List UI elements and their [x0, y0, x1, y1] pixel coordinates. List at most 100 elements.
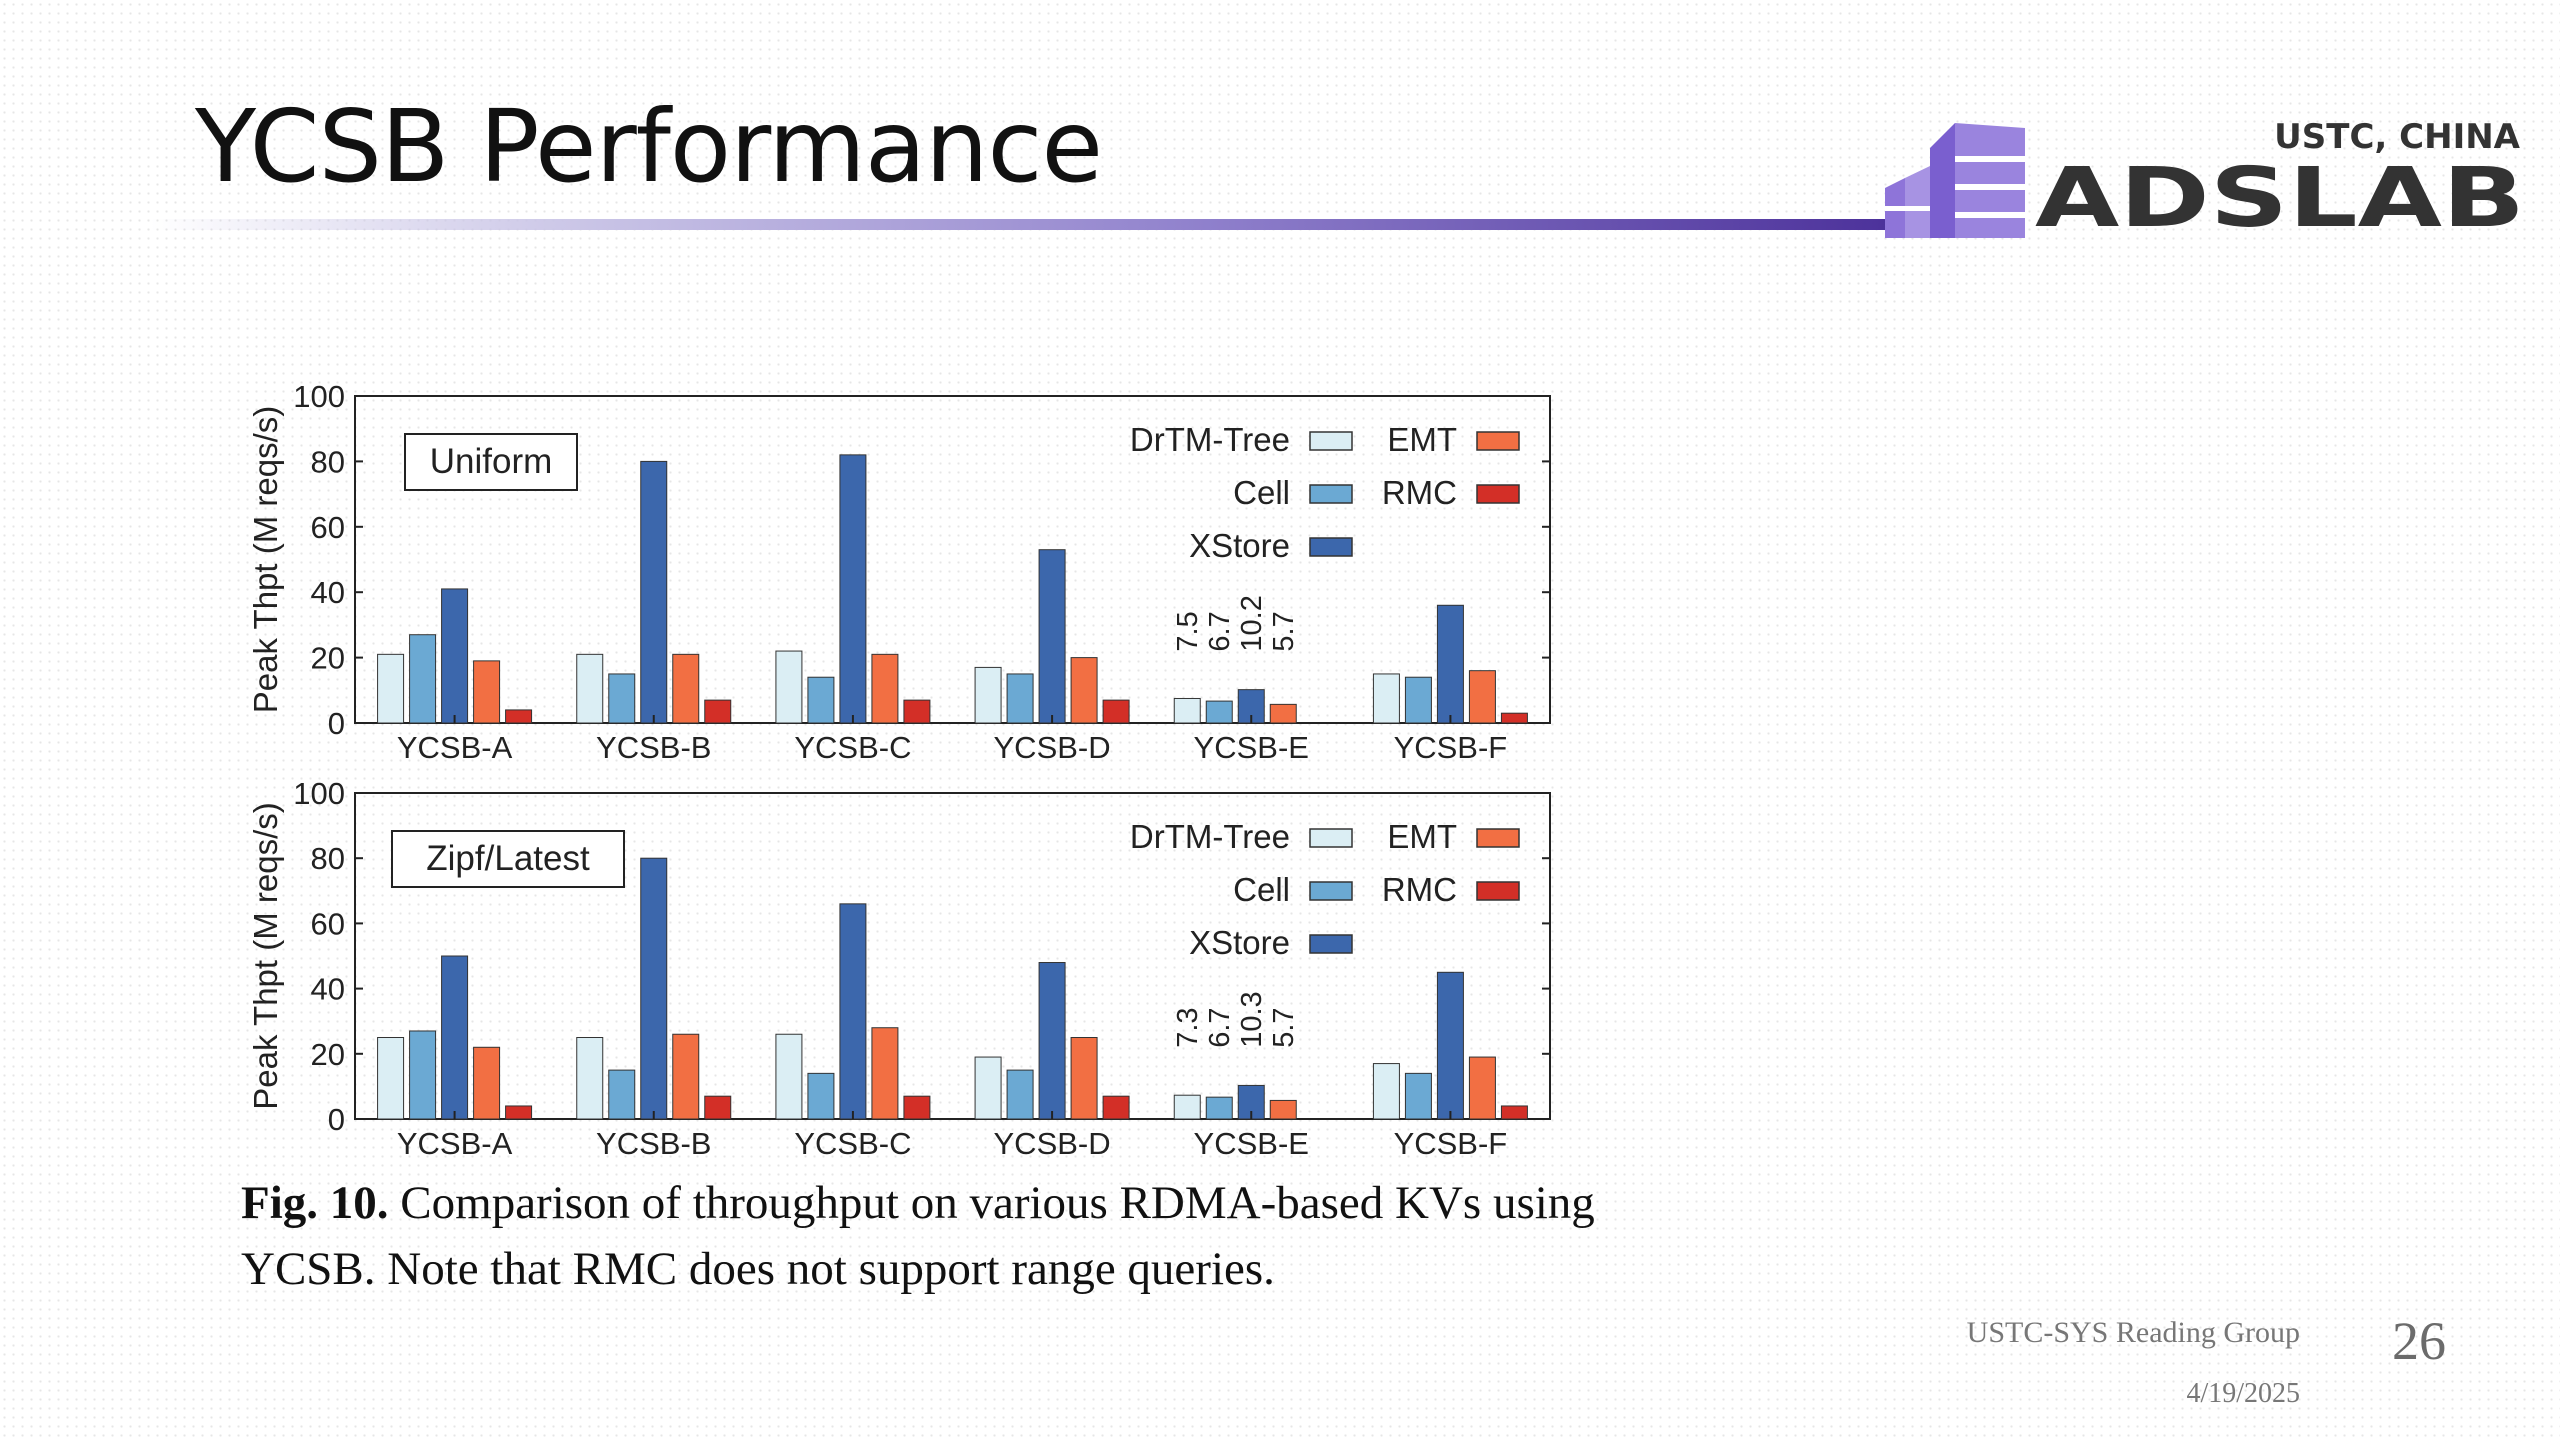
- legend-label: RMC: [1382, 474, 1457, 511]
- bar: [974, 666, 1002, 724]
- bar: [1468, 1056, 1496, 1120]
- y-tick-label: 80: [311, 841, 345, 876]
- plot-frame: [354, 395, 1551, 724]
- panel-label: Uniform: [430, 442, 553, 481]
- data-label: 7.5: [1172, 611, 1204, 651]
- data-label: 10.2: [1236, 595, 1268, 651]
- y-tick-label: 80: [311, 444, 345, 479]
- bar: [409, 634, 437, 724]
- footer-date: 4/19/2025: [2186, 1378, 2300, 1409]
- bar: [839, 903, 867, 1120]
- y-tick-label: 40: [311, 972, 345, 1007]
- bar: [871, 653, 899, 724]
- legend-swatch: [1309, 484, 1353, 504]
- bar: [1070, 657, 1098, 724]
- legend-label: Cell: [1233, 474, 1290, 511]
- bar: [807, 676, 835, 724]
- bar: [1173, 697, 1201, 724]
- y-tick-label: 0: [328, 1102, 345, 1137]
- data-label: 7.3: [1172, 1007, 1204, 1047]
- panel-label-box: [404, 433, 578, 491]
- bar: [441, 955, 469, 1120]
- bar: [839, 454, 867, 724]
- bar: [576, 1037, 604, 1120]
- data-label: 5.7: [1268, 1007, 1300, 1047]
- y-tick-label: 100: [293, 776, 345, 811]
- x-tick-label: YCSB-B: [596, 730, 711, 765]
- data-label: 6.7: [1204, 611, 1236, 651]
- slide-title: YCSB Performance: [195, 88, 1103, 205]
- bar: [1468, 670, 1496, 724]
- bar: [640, 857, 668, 1120]
- bar: [1404, 1072, 1432, 1120]
- bar: [1404, 676, 1432, 724]
- data-label: 6.7: [1204, 1007, 1236, 1047]
- building-icon: [1885, 123, 2025, 238]
- data-label: 10.3: [1236, 991, 1268, 1047]
- figure-caption: Fig. 10. Comparison of throughput on var…: [241, 1170, 1641, 1302]
- bar: [974, 1056, 1002, 1120]
- bar: [1372, 673, 1400, 724]
- legend-label: DrTM-Tree: [1130, 421, 1290, 458]
- bar: [1205, 1096, 1233, 1120]
- y-axis-label: Peak Thpt (M reqs/s): [247, 802, 284, 1110]
- x-tick-label: YCSB-E: [1194, 1126, 1309, 1155]
- bar: [704, 699, 732, 724]
- throughput-figure: 0 20 40 60 80 100 Peak Thpt (M reqs/s) YCSB-A YC…: [247, 379, 1551, 1155]
- legend-label: RMC: [1382, 871, 1457, 908]
- bar: [775, 650, 803, 724]
- bar: [1038, 962, 1066, 1120]
- bar: [672, 653, 700, 724]
- x-tick-label: YCSB-D: [994, 1126, 1111, 1155]
- bar: [409, 1030, 437, 1120]
- y-tick-label: 20: [311, 1037, 345, 1072]
- bar: [903, 699, 931, 724]
- bar: [1038, 549, 1066, 724]
- x-tick-label: YCSB-C: [794, 730, 911, 765]
- bar: [505, 1105, 533, 1120]
- x-tick-label: YCSB-F: [1394, 1126, 1508, 1155]
- bar: [608, 1069, 636, 1120]
- legend-swatch: [1309, 431, 1353, 451]
- bar: [1269, 1099, 1297, 1120]
- bar: [704, 1095, 732, 1120]
- bar: [807, 1072, 835, 1120]
- y-axis-label: Peak Thpt (M reqs/s): [247, 406, 284, 714]
- bar: [1500, 712, 1528, 724]
- bar: [1269, 703, 1297, 724]
- x-tick-label: YCSB-A: [397, 730, 513, 765]
- legend-label: Cell: [1233, 871, 1290, 908]
- legend-label: EMT: [1387, 421, 1457, 458]
- legend: DrTM-Tree Cell XStore EMT RMC: [1130, 421, 1520, 564]
- x-tick-label: YCSB-D: [994, 730, 1111, 765]
- panel-label-box: [391, 830, 625, 888]
- x-tick-label: YCSB-C: [794, 1126, 911, 1155]
- bar: [505, 709, 533, 724]
- footer-text: USTC-SYS Reading Group: [1966, 1316, 2300, 1349]
- bar: [1070, 1037, 1098, 1120]
- bar: [377, 653, 405, 724]
- bar: [672, 1033, 700, 1120]
- bar: [1006, 1069, 1034, 1120]
- y-tick-label: 60: [311, 906, 345, 941]
- legend-label: DrTM-Tree: [1130, 818, 1290, 855]
- legend-label: XStore: [1189, 527, 1290, 564]
- figure-label: Fig. 10.: [241, 1177, 389, 1229]
- figure-caption-text: Comparison of throughput on various RDMA…: [241, 1177, 1595, 1295]
- bar: [903, 1095, 931, 1120]
- bar: [608, 673, 636, 724]
- chart-panel-2: 0 20 40 60 80 100 Peak Thpt (M reqs/s) YCSB-A YC…: [247, 776, 1551, 1155]
- data-label: 5.7: [1268, 611, 1300, 651]
- y-tick-label: 100: [293, 379, 345, 414]
- legend-swatch: [1476, 431, 1520, 451]
- x-tick-label: YCSB-F: [1394, 730, 1508, 765]
- page-number: 26: [2392, 1311, 2446, 1371]
- y-tick-label: 0: [328, 706, 345, 741]
- plot-frame: [354, 792, 1551, 1120]
- bar: [441, 588, 469, 724]
- logo-top-text: USTC, CHINA: [2274, 118, 2521, 157]
- legend-swatch: [1476, 828, 1520, 848]
- bar: [576, 653, 604, 724]
- bar: [473, 660, 501, 724]
- bar: [1006, 673, 1034, 724]
